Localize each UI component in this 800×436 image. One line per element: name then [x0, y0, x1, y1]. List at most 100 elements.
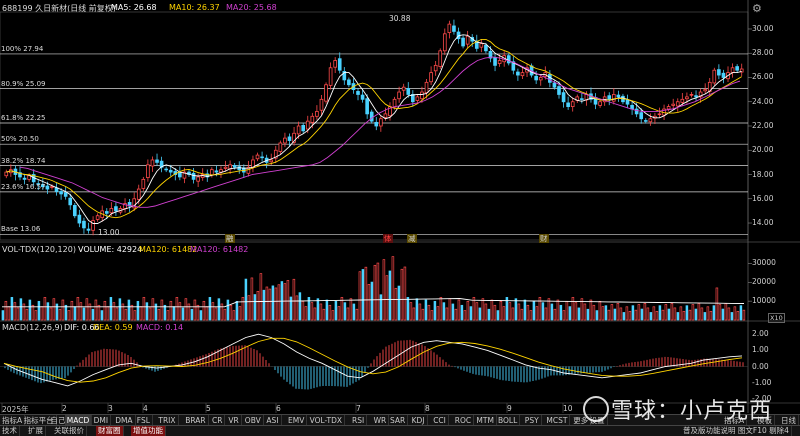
indicator-tab[interactable]: EMV [286, 415, 308, 426]
indicator-tab[interactable]: VOL-TDX [308, 415, 346, 426]
volume-bar [106, 306, 110, 321]
indicator-tab[interactable]: OBV [243, 415, 264, 426]
volume-bar [532, 300, 536, 321]
volume-bar [607, 309, 611, 321]
volume-bar [190, 308, 194, 321]
volume-bar [274, 287, 278, 321]
function-tab[interactable]: 技术 [0, 426, 20, 436]
volume-bar [124, 308, 128, 321]
macd-dea-line [3, 337, 743, 383]
indicator-tab[interactable]: RSI [350, 415, 368, 426]
event-margin-marker[interactable]: 融 [225, 234, 235, 243]
candle-body [415, 96, 420, 101]
indicator-tab[interactable]: DMA [113, 415, 136, 426]
candle-body [438, 50, 443, 67]
indicator-tab[interactable]: VR [226, 415, 242, 426]
indicator-tab[interactable]: CCI [431, 415, 449, 426]
ma10-line [6, 38, 742, 219]
volume-bar [61, 299, 65, 321]
volume-bar [544, 307, 548, 321]
volume-bar [589, 299, 593, 321]
volume-bar [211, 302, 215, 321]
candle-body [721, 72, 726, 78]
volume-indicator-name[interactable]: VOL-TDX(120,120) [2, 245, 76, 254]
indicator-tab[interactable]: KDJ [410, 415, 428, 426]
indicator-tab[interactable]: MCST [544, 415, 571, 426]
volume-bar [97, 304, 101, 321]
candle-body [18, 172, 22, 178]
macd-dif-line [3, 333, 743, 387]
volume-bar [262, 289, 266, 321]
volume-bar [397, 285, 401, 321]
volume-bar [442, 302, 446, 321]
volume-bar [445, 307, 449, 321]
volume-bar [307, 297, 311, 321]
volume-bar [358, 271, 362, 321]
candle-body [657, 113, 662, 116]
indicator-tab[interactable]: ASI [264, 415, 282, 426]
candle-body [232, 165, 237, 168]
f10-links[interactable]: 普及版功能说明 图文F10 剔除4 [681, 426, 792, 436]
volume-bar [514, 298, 518, 321]
candle-body [730, 67, 735, 74]
volume-bar [241, 297, 245, 321]
function-tab[interactable]: 关联报价 [52, 426, 87, 436]
event-finance-marker[interactable]: 财 [539, 234, 549, 243]
indicator-menu-tab[interactable]: 指标A [722, 415, 748, 426]
indicator-tab[interactable]: BOLL [496, 415, 521, 426]
volume-bar [250, 277, 254, 321]
indicator-menu-tab[interactable]: 模板 [755, 415, 775, 426]
candle-body [155, 159, 159, 163]
candle-body [369, 111, 374, 122]
volume-bar [151, 298, 155, 321]
event-reduce-marker[interactable]: 减 [407, 234, 417, 243]
indicator-tab[interactable]: SAR [388, 415, 409, 426]
function-tab[interactable]: 财富圈 [96, 426, 124, 436]
function-tab[interactable]: 扩展 [26, 426, 46, 436]
volume-bar [553, 308, 557, 321]
volume-bar [7, 306, 11, 321]
candle-body [168, 169, 173, 173]
macd-indicator-name[interactable]: MACD(12,26,9) [2, 323, 63, 332]
candle-body [506, 55, 511, 64]
stock-title: 688199 久日新材(日线 前复权) [2, 4, 116, 13]
candle-body [680, 98, 685, 103]
volume-bar [685, 305, 689, 321]
candle-body [570, 101, 575, 107]
indicator-tab[interactable]: DMI [92, 415, 112, 426]
indicator-tab[interactable]: CR [210, 415, 226, 426]
indicator-menu-tab[interactable]: 日线 [779, 415, 799, 426]
volume-bar [562, 310, 566, 321]
volume-bar [484, 303, 488, 321]
volume-bar [658, 305, 662, 321]
volume-bar [181, 307, 185, 321]
candle-body [255, 154, 260, 160]
indicator-tab[interactable]: PSY [523, 415, 542, 426]
indicator-tab[interactable]: MACD [64, 415, 93, 426]
indicator-tab[interactable]: FSL [135, 415, 153, 426]
indicator-tab[interactable]: ROC [453, 415, 475, 426]
candle-body [132, 198, 137, 209]
candle-body [347, 79, 351, 86]
candle-body [447, 23, 452, 34]
indicator-tab[interactable]: 指标A [0, 415, 26, 426]
volume-bar [94, 299, 98, 321]
volume-bar [661, 309, 665, 321]
event-body-marker[interactable]: 体 [383, 234, 393, 243]
indicator-tab[interactable]: BRAR [183, 415, 209, 426]
indicator-tab[interactable]: WR [372, 415, 390, 426]
indicator-tab[interactable]: 指标平台 [22, 415, 57, 426]
indicator-tab[interactable]: MTM [474, 415, 497, 426]
candle-body [493, 57, 497, 66]
candle-body [561, 92, 566, 103]
macd-dif-readout: DIF: 0.66 [64, 323, 100, 332]
function-tab[interactable]: 增值功能 [131, 426, 166, 436]
volume-bar [343, 302, 347, 321]
settings-gear-icon[interactable]: ⚙ [752, 2, 762, 15]
candle-body [251, 159, 255, 168]
volume-tick-label: 30000 [752, 258, 776, 268]
candle-body [452, 25, 456, 32]
indicator-tab[interactable]: TRIX [156, 415, 179, 426]
volume-bar [592, 304, 596, 321]
volume-bar [472, 297, 476, 321]
